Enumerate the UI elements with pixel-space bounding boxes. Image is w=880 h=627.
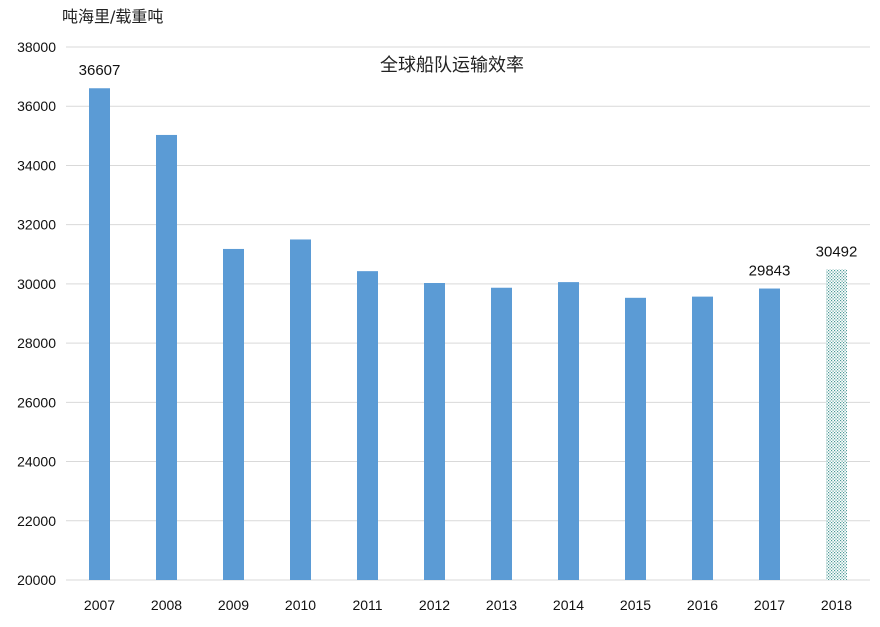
bars [89, 88, 847, 580]
x-tick-label: 2016 [687, 597, 718, 613]
bar-2011 [357, 271, 378, 580]
x-tick-label: 2012 [419, 597, 450, 613]
x-tick-label: 2018 [821, 597, 852, 613]
x-tick-label: 2008 [151, 597, 182, 613]
x-tick-label: 2017 [754, 597, 785, 613]
x-axis-ticks: 2007 2008 2009 2010 2011 2012 2013 2014 2015 2016… [84, 597, 852, 613]
y-tick-label: 36000 [17, 98, 56, 114]
y-tick-label: 34000 [17, 157, 56, 173]
bar-2008 [156, 134, 177, 580]
y-tick-label: 26000 [17, 394, 56, 410]
gridlines [66, 46, 870, 581]
y-tick-label: 32000 [17, 217, 56, 233]
bar-2007 [89, 88, 110, 580]
bar-2015 [625, 297, 646, 580]
x-tick-label: 2014 [553, 597, 584, 613]
x-tick-label: 2013 [486, 597, 517, 613]
data-label: 30492 [816, 243, 858, 260]
y-tick-label: 28000 [17, 335, 56, 351]
y-axis-label: 吨海里/载重吨 [62, 7, 163, 26]
bar-2009 [223, 248, 244, 580]
bar-2018 [826, 269, 847, 580]
bar-2014 [558, 282, 579, 580]
y-tick-label: 22000 [17, 513, 56, 529]
bar-2012 [424, 283, 445, 580]
data-labels: 36607 29843 30492 [79, 62, 858, 279]
y-tick-label: 38000 [17, 39, 56, 55]
bar-2013 [491, 287, 512, 580]
x-tick-label: 2009 [218, 597, 249, 613]
bar-2017 [759, 288, 780, 580]
y-tick-label: 20000 [17, 572, 56, 588]
data-label: 36607 [79, 62, 121, 79]
chart-title: 全球船队运输效率 [380, 55, 524, 76]
y-tick-label: 24000 [17, 454, 56, 470]
bar-2010 [290, 239, 311, 580]
x-tick-label: 2007 [84, 597, 115, 613]
y-axis-ticks: 20000 22000 24000 26000 28000 30000 32000 34000… [17, 39, 56, 588]
bar-2016 [692, 296, 713, 580]
x-tick-label: 2015 [620, 597, 651, 613]
x-tick-label: 2010 [285, 597, 316, 613]
data-label: 29843 [749, 263, 791, 280]
y-tick-label: 30000 [17, 276, 56, 292]
x-tick-label: 2011 [352, 597, 382, 613]
